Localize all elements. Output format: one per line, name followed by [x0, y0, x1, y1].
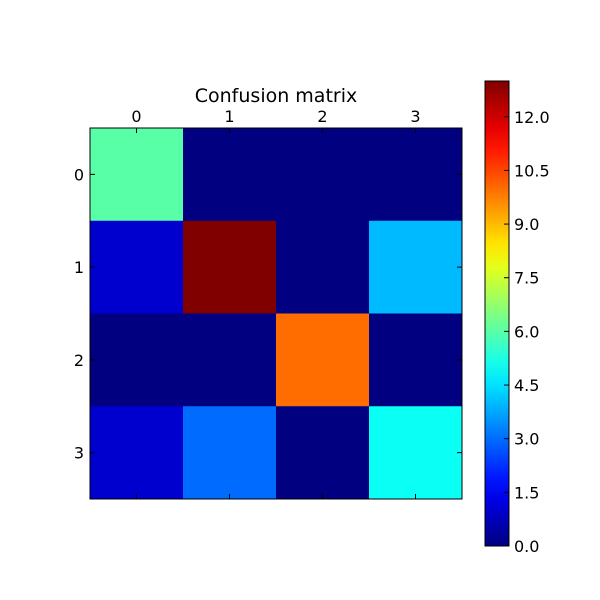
colorbar-tick-label-3: 4.5 — [514, 376, 539, 395]
x-tick-label-1: 1 — [224, 107, 234, 126]
colorbar-tick-label-4: 6.0 — [514, 322, 539, 341]
heatmap-cell-2-0 — [90, 313, 184, 407]
colorbar-tick-label-2: 3.0 — [514, 430, 539, 449]
heatmap-cell-2-1 — [183, 313, 277, 407]
heatmap-cell-2-3 — [369, 313, 463, 407]
colorbar: 0.0 1.5 3.0 4.5 6.0 7.5 9.0 10.5 12.0 — [484, 80, 550, 556]
heatmap-cell-3-2 — [276, 406, 370, 500]
heatmap-cell-3-0 — [90, 406, 184, 500]
x-axis-ticks: 0 1 2 3 — [131, 107, 421, 499]
colorbar-tick-label-1: 1.5 — [514, 483, 539, 502]
heatmap-cell-0-1 — [183, 128, 277, 222]
colorbar-tick-label-7: 10.5 — [514, 161, 550, 180]
heatmap-cell-1-1 — [183, 220, 277, 314]
colorbar-tick-label-8: 12.0 — [514, 108, 550, 127]
colorbar-tick-label-0: 0.0 — [514, 537, 539, 556]
heatmap-cell-1-3 — [369, 220, 463, 314]
y-tick-label-3: 3 — [74, 444, 84, 463]
heatmap-cell-0-0 — [90, 128, 184, 222]
x-tick-label-0: 0 — [131, 107, 141, 126]
heatmap-cell-1-0 — [90, 220, 184, 314]
heatmap-cell-3-1 — [183, 406, 277, 500]
colorbar-tick-label-6: 9.0 — [514, 215, 539, 234]
y-tick-label-1: 1 — [74, 258, 84, 277]
heatmap-cell-3-3 — [369, 406, 463, 500]
heatmap-cell-0-3 — [369, 128, 463, 222]
colorbar-tick-label-5: 7.5 — [514, 269, 539, 288]
y-tick-label-2: 2 — [74, 351, 84, 370]
x-tick-label-3: 3 — [410, 107, 420, 126]
y-axis-ticks: 0 1 2 3 — [74, 165, 462, 463]
chart-title: Confusion matrix — [195, 85, 357, 107]
colorbar-gradient — [485, 81, 509, 546]
heatmap-cells — [90, 128, 463, 500]
y-tick-label-0: 0 — [74, 165, 84, 184]
heatmap-cell-1-2 — [276, 220, 370, 314]
heatmap-cell-0-2 — [276, 128, 370, 222]
colorbar-frame — [484, 80, 510, 547]
heatmap-cell-2-2 — [276, 313, 370, 407]
plot-frame — [89, 127, 463, 500]
x-tick-label-2: 2 — [317, 107, 327, 126]
